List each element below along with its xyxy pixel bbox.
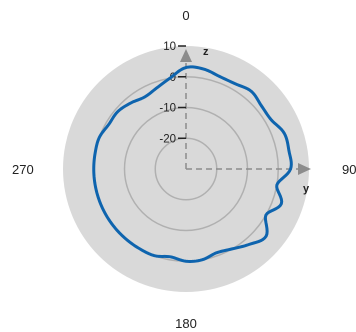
azimuth-label-90: 90: [342, 162, 356, 177]
y-axis-label: y: [303, 183, 310, 195]
z-axis-arrowhead: [180, 49, 192, 62]
z-axis-label: z: [203, 46, 209, 58]
series-line: [92, 65, 293, 263]
radial-tick-label: -10: [159, 103, 176, 115]
azimuth-label-0: 0: [182, 8, 189, 23]
radial-tick-label: -20: [159, 133, 176, 145]
radial-tick-label: 10: [163, 41, 176, 53]
azimuth-labels: 0 90 180 270: [12, 8, 356, 331]
azimuth-label-270: 270: [12, 162, 34, 177]
cartesian-axes: [180, 49, 311, 175]
azimuth-label-180: 180: [175, 316, 197, 331]
y-axis-arrowhead: [298, 163, 311, 175]
